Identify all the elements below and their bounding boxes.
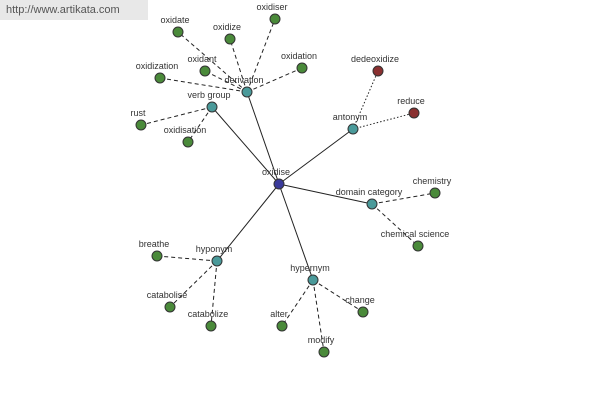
edge [216,183,280,262]
word-node [135,119,147,131]
edge [140,106,213,126]
edge [278,128,354,185]
word-node [154,72,166,84]
edge [352,70,379,130]
word-node-label: alter [270,309,288,319]
word-node-label: reduce [397,96,425,106]
word-node [269,13,281,25]
edge [246,67,303,93]
edge [156,255,218,262]
relation-node [307,274,319,286]
word-node-label: catabolize [188,309,229,319]
word-node-label: chemical science [381,229,450,239]
edge [210,260,218,327]
word-node-label: oxidant [187,54,217,64]
word-node-label: oxidiser [256,2,287,12]
word-node-label: modify [308,335,335,345]
edge [278,183,314,281]
word-node-label: oxidate [160,15,189,25]
edge [278,183,373,205]
relation-node-label: hyponym [196,244,233,254]
word-node [412,240,424,252]
word-node [276,320,288,332]
edge [312,279,325,353]
relation-node-label: derivation [224,75,263,85]
edge [371,192,436,205]
word-node [205,320,217,332]
edge [371,203,419,247]
relation-node [241,86,253,98]
edge [211,106,280,185]
word-node [372,65,384,77]
watermark[interactable]: http://www.artikata.com [0,0,148,20]
edge [169,260,218,308]
word-node [182,136,194,148]
word-node-label: breathe [139,239,170,249]
word-node [408,107,420,119]
word-node [296,62,308,74]
word-node [151,250,163,262]
relation-node-label: antonym [333,112,368,122]
word-node-label: oxidation [281,51,317,61]
relation-node-label: domain category [336,187,403,197]
word-node [224,33,236,45]
relation-node [211,255,223,267]
word-node-label: chemistry [413,176,452,186]
center-node-label: oxidise [262,167,290,177]
word-node-label: oxidization [136,61,179,71]
word-node-label: change [345,295,375,305]
edge [312,279,364,313]
edge [159,77,248,93]
word-node [357,306,369,318]
edge [246,91,280,185]
edge [177,31,248,93]
word-node [172,26,184,38]
relation-node [206,101,218,113]
edge [204,70,248,93]
edge [187,106,213,143]
center-node [273,178,285,190]
relation-node-label: verb group [187,90,230,100]
word-node [318,346,330,358]
edge [246,18,276,93]
relation-node-label: hypernym [290,263,330,273]
word-node [199,65,211,77]
word-node-label: oxidisation [164,125,207,135]
word-node [164,301,176,313]
edge [229,38,248,93]
word-node-label: catabolise [147,290,188,300]
relation-node [366,198,378,210]
word-node [429,187,441,199]
relation-node [347,123,359,135]
word-node-label: oxidize [213,22,241,32]
word-node-label: rust [130,108,146,118]
word-node-label: dedeoxidize [351,54,399,64]
edge [352,112,415,130]
edge [281,279,314,327]
